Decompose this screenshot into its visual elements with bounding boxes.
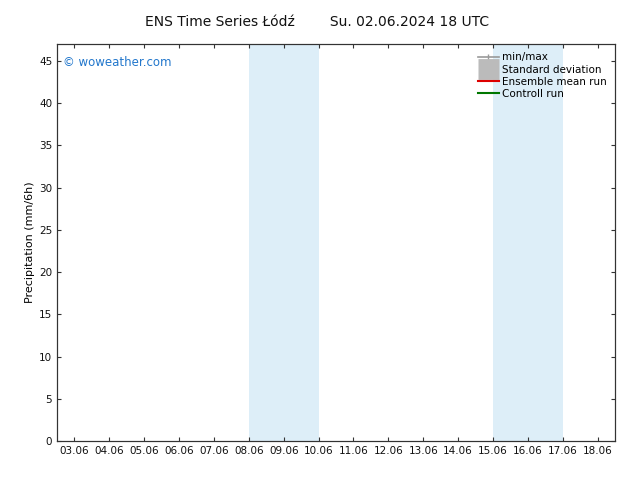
Bar [249,44,319,441]
Text: ENS Time Series Łódź        Su. 02.06.2024 18 UTC: ENS Time Series Łódź Su. 02.06.2024 18 U… [145,15,489,29]
Bar [493,44,563,441]
Legend: min/max, Standard deviation, Ensemble mean run, Controll run: min/max, Standard deviation, Ensemble me… [475,49,610,102]
Y-axis label: Precipitation (mm/6h): Precipitation (mm/6h) [25,182,35,303]
Text: © woweather.com: © woweather.com [63,56,171,69]
